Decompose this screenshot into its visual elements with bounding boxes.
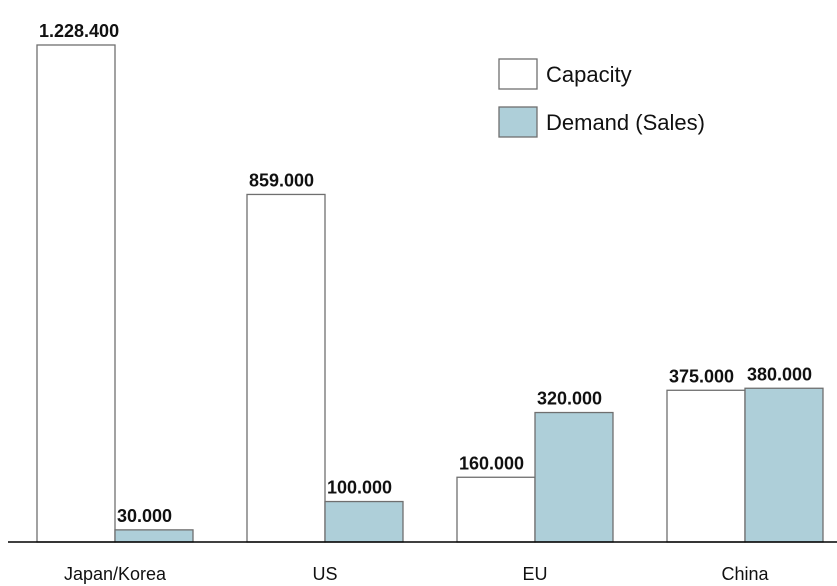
x-tick-label-japan-korea: Japan/Korea — [64, 564, 167, 584]
data-label-demand-china: 380.000 — [747, 364, 812, 384]
bar-demand-us — [324, 500, 404, 543]
bar-demand-eu — [534, 411, 614, 543]
legend-label-demand: Demand (Sales) — [546, 110, 705, 135]
x-tick-label-us: US — [312, 564, 337, 584]
data-label-demand-eu: 320.000 — [537, 389, 602, 409]
bar-capacity-china — [666, 389, 746, 543]
labels-layer: 1.228.400 30.000 Japan/Korea 859.000 100.000… — [39, 21, 812, 584]
data-label-capacity-us: 859.000 — [249, 170, 314, 190]
bar-demand-japan-korea — [114, 529, 194, 543]
data-label-demand-japan-korea: 30.000 — [117, 506, 172, 526]
data-label-demand-us: 100.000 — [327, 478, 392, 498]
bar-capacity-eu — [456, 476, 536, 543]
legend-swatch-capacity — [498, 58, 538, 90]
x-tick-label-eu: EU — [522, 564, 547, 584]
bar-demand-china — [744, 387, 824, 543]
x-tick-label-china: China — [721, 564, 769, 584]
legend-swatch-demand — [498, 106, 538, 138]
bar-capacity-us — [246, 193, 326, 543]
data-label-capacity-china: 375.000 — [669, 366, 734, 386]
data-label-capacity-japan-korea: 1.228.400 — [39, 21, 119, 41]
legend: Capacity Demand (Sales) — [498, 58, 705, 138]
data-label-capacity-eu: 160.000 — [459, 453, 524, 473]
legend-label-capacity: Capacity — [546, 62, 632, 87]
bar-capacity-japan-korea — [36, 44, 116, 543]
bars-layer — [36, 44, 824, 543]
